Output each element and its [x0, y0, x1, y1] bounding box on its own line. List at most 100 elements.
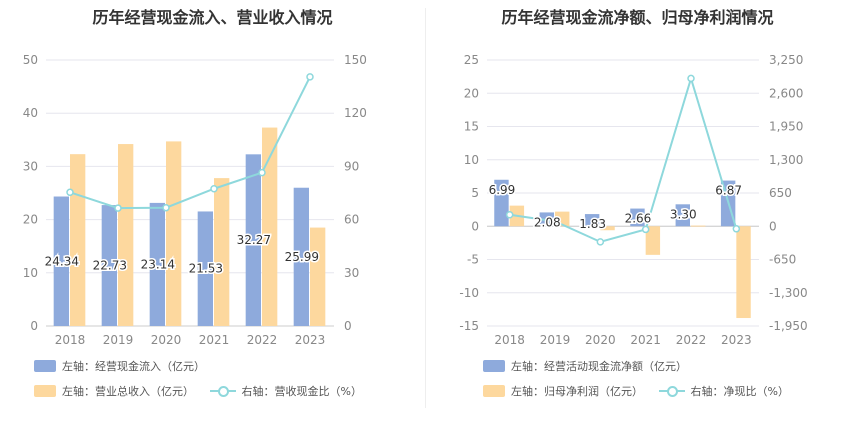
legend-row-1: 左轴：经营现金流入（亿元） — [34, 358, 205, 374]
x-tick-label: 2018 — [55, 333, 86, 347]
y-left-tick-label: 0 — [30, 319, 38, 333]
y-right-tick-label: 90 — [344, 159, 359, 173]
bar-swatch-icon — [34, 360, 56, 372]
legend-label: 左轴：营业总收入（亿元） — [62, 385, 194, 398]
bar — [645, 226, 661, 255]
y-right-tick-label: 3,250 — [769, 53, 803, 67]
x-tick-label: 2020 — [585, 333, 616, 347]
x-tick-label: 2022 — [247, 333, 278, 347]
chart-canvas: 0 0 10 30 20 60 30 90 40 120 50 150 2018 2019 2020 2021… — [23, 53, 367, 347]
legend-item-revenue[interactable]: 左轴：营业总收入（亿元） — [34, 383, 194, 399]
bar — [245, 154, 261, 326]
data-label: 24.34 — [45, 254, 79, 268]
bar — [630, 208, 645, 227]
bar — [310, 227, 326, 326]
line-point — [258, 168, 266, 177]
x-tick-label: 2021 — [630, 333, 661, 347]
legend-label: 左轴：经营活动现金流净额（亿元） — [511, 360, 687, 373]
line-point — [732, 225, 741, 233]
y-left-tick-label: 40 — [23, 106, 38, 120]
line-point — [505, 210, 514, 219]
data-label: 22.73 — [93, 259, 127, 273]
data-label: 21.53 — [189, 262, 223, 276]
bar — [197, 211, 213, 326]
data-label: 6.99 — [489, 183, 516, 197]
panel-divider — [425, 8, 426, 408]
x-tick-label: 2021 — [199, 333, 230, 347]
legend-item-cash-ratio[interactable]: 右轴：营收现金比（%） — [209, 383, 362, 399]
bar — [118, 144, 134, 326]
x-tick-label: 2022 — [676, 333, 707, 347]
y-right-tick-label: 2,600 — [769, 86, 803, 100]
y-right-tick-label: 1,950 — [769, 120, 803, 134]
y-right-tick-label: 650 — [769, 186, 792, 200]
chart-canvas: -15 -1,950 -10 -1,300 -5 -650 0 0 5 650 10 1,300 15 1… — [459, 53, 808, 347]
chart-cashflow-revenue: 历年经营现金流入、营业收入情况 0 0 10 30 20 60 30 90 40 120 50 150… — [23, 8, 367, 399]
y-left-tick-label: 50 — [23, 53, 38, 67]
bar — [584, 214, 600, 227]
data-label: 25.99 — [285, 250, 319, 264]
data-label: 32.27 — [237, 233, 271, 247]
data-label: 23.14 — [141, 257, 175, 271]
legend-row-2: 左轴：营业总收入（亿元） 右轴：营收现金比（%） — [34, 383, 362, 399]
y-right-tick-label: 0 — [769, 219, 777, 233]
chart-title: 历年经营现金流净额、归母净利润情况 — [501, 8, 774, 27]
line-point — [641, 225, 650, 234]
chart-netcash-profit: 历年经营现金流净额、归母净利润情况 -15 -1,950 -10 -1,300 -5 -6… — [425, 0, 850, 437]
data-label: 2.08 — [534, 215, 561, 229]
line-swatch-icon — [658, 385, 685, 397]
chart-title: 历年经营现金流入、营业收入情况 — [92, 8, 333, 27]
legend-item-cash-inflow[interactable]: 左轴：经营现金流入（亿元） — [34, 358, 205, 374]
x-tick-label: 2020 — [151, 333, 182, 347]
legend-item-net-cash-ratio[interactable]: 右轴：净现比（%） — [658, 383, 789, 399]
legend-item-net-cashflow[interactable]: 左轴：经营活动现金流净额（亿元） — [483, 358, 687, 374]
y-right-tick-label: 60 — [344, 213, 359, 227]
line-series — [509, 74, 738, 243]
legend-row-2: 左轴：归母净利润（亿元） 右轴：净现比（%） — [483, 383, 789, 399]
x-tick-label: 2019 — [540, 333, 571, 347]
bar — [736, 226, 751, 319]
line-point — [687, 74, 695, 83]
y-left-tick-label: -15 — [459, 319, 479, 333]
line-point — [551, 217, 559, 226]
legend-label: 右轴：净现比（%） — [690, 385, 789, 398]
y-left-tick-label: 30 — [23, 159, 38, 173]
bar — [214, 178, 230, 326]
data-label: 1.83 — [579, 217, 606, 231]
y-left-tick-label: -5 — [467, 253, 479, 267]
legend-label: 右轴：营收现金比（%） — [241, 385, 362, 398]
legend-item-net-profit[interactable]: 左轴：归母净利润（亿元） — [483, 383, 643, 399]
y-left-tick-label: -10 — [459, 286, 479, 300]
x-tick-label: 2018 — [494, 333, 525, 347]
bar — [101, 205, 117, 326]
bar — [675, 204, 690, 227]
bar — [53, 196, 69, 326]
y-left-tick-label: 20 — [464, 86, 479, 100]
y-left-tick-label: 15 — [464, 120, 479, 134]
y-left-tick-label: 20 — [23, 213, 38, 227]
bar — [494, 179, 509, 227]
bar — [149, 202, 165, 326]
y-left-tick-label: 0 — [471, 219, 479, 233]
line-point — [162, 203, 170, 212]
bar — [166, 141, 182, 326]
bar — [262, 127, 278, 327]
line-point — [66, 188, 74, 197]
y-right-tick-label: 120 — [344, 106, 367, 120]
legend-label: 左轴：经营现金流入（亿元） — [62, 360, 205, 373]
bar-swatch-icon — [34, 385, 56, 397]
y-right-tick-label: -1,950 — [769, 319, 808, 333]
y-right-tick-label: -1,300 — [769, 286, 808, 300]
bar — [691, 225, 706, 227]
data-label: 6.87 — [715, 184, 742, 198]
line-series — [69, 76, 311, 210]
x-tick-label: 2023 — [295, 333, 326, 347]
line-point — [596, 238, 605, 246]
legend-label: 左轴：归母净利润（亿元） — [511, 385, 643, 398]
y-left-tick-label: 10 — [464, 153, 479, 167]
data-label: 2.66 — [625, 212, 652, 226]
bar — [600, 226, 615, 231]
y-right-tick-label: 30 — [344, 266, 359, 280]
y-left-tick-label: 5 — [471, 186, 479, 200]
